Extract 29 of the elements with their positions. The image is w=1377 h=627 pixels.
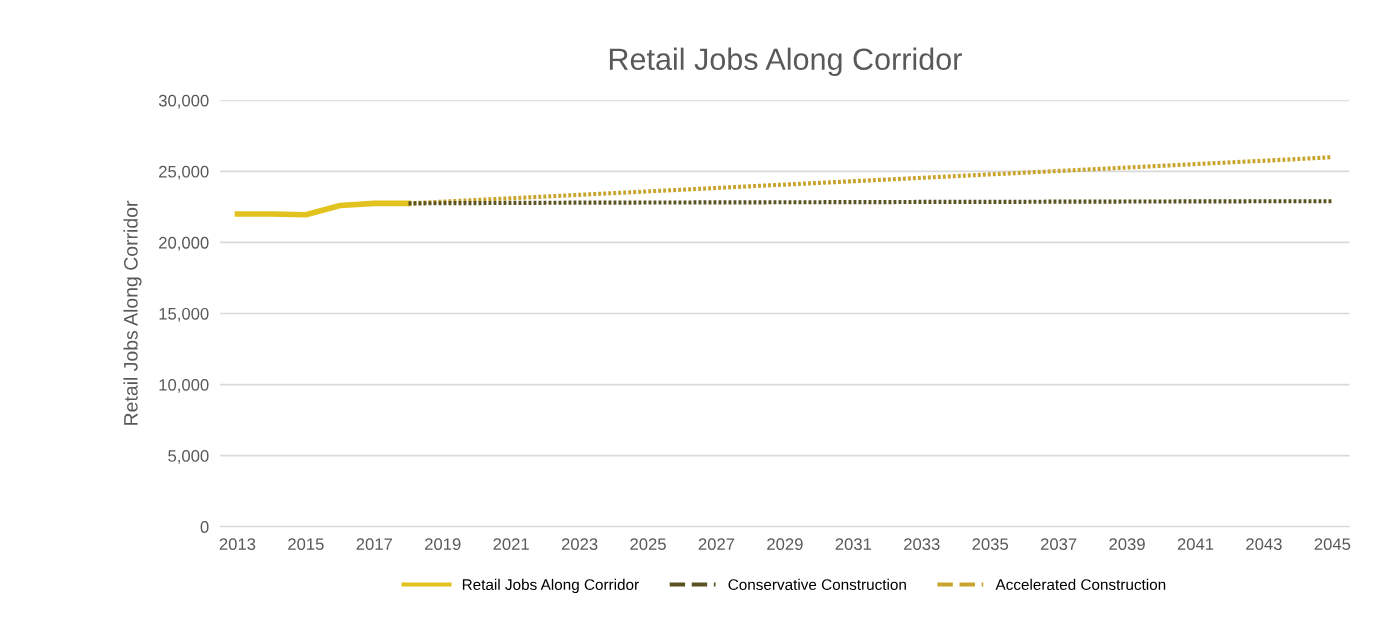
x-tick-label: 2035	[972, 538, 1009, 551]
legend-label: Retail Jobs Along Corridor	[462, 578, 639, 594]
x-tick-label: 2031	[835, 538, 872, 551]
x-tick-label: 2037	[1040, 538, 1077, 551]
y-tick-label: 25,000	[159, 165, 209, 180]
x-tick-label: 2045	[1314, 538, 1351, 551]
x-tick-label: 2013	[219, 538, 256, 551]
y-tick-label: 5,000	[168, 450, 209, 464]
y-axis-title: Retail Jobs Along Corridor	[123, 200, 142, 425]
x-tick-label: 2041	[1177, 538, 1214, 551]
x-tick-label: 2017	[356, 538, 392, 551]
legend-label: Accelerated Construction	[995, 578, 1166, 591]
x-tick-label: 2023	[561, 538, 598, 551]
x-tick-label: 2043	[1246, 538, 1282, 551]
y-tick-label: 15,000	[159, 307, 209, 322]
x-tick-label: 2033	[904, 538, 940, 551]
x-tick-label: 2015	[288, 538, 324, 551]
legend-label: Conservative Construction	[728, 578, 906, 591]
x-tick-label: 2025	[630, 538, 666, 551]
x-tick-label: 2027	[698, 538, 735, 551]
y-tick-label: 0	[200, 521, 209, 533]
x-tick-label: 2029	[767, 538, 803, 551]
y-tick-label: 30,000	[158, 94, 209, 109]
x-tick-label: 2021	[493, 538, 529, 551]
y-tick-label: 10,000	[159, 378, 209, 393]
x-tick-label: 2039	[1109, 538, 1145, 551]
x-tick-label: 2019	[425, 538, 461, 551]
y-tick-label: 20,000	[159, 236, 209, 251]
chart-title: Retail Jobs Along Corridor	[609, 47, 962, 77]
